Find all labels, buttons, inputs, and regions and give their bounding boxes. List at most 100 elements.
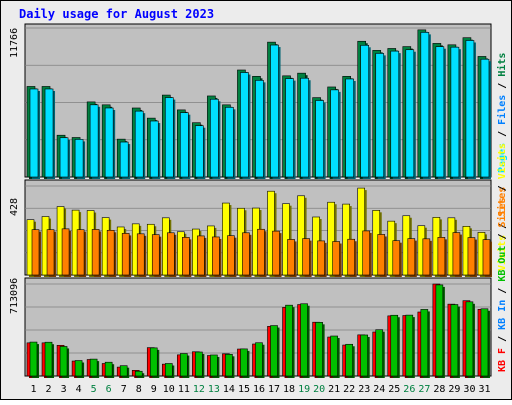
day-label-8: 8 — [136, 384, 142, 395]
bar-pages-day-3 — [59, 137, 71, 179]
bar-kb-in-day-21-face — [330, 335, 338, 377]
bar-sites-day-14-face — [227, 235, 235, 276]
bar-pages-day-16 — [255, 80, 266, 179]
bar-pages-day-13-face — [210, 98, 219, 178]
bar-kb-in-day-1-face — [29, 341, 38, 377]
bar-pages-day-10-face — [164, 97, 174, 178]
bar-sites-day-27-face — [422, 238, 431, 276]
bar-pages-day-11-face — [180, 112, 189, 178]
bar-sites-day-13 — [212, 236, 222, 277]
bar-pages-day-23-face — [360, 44, 370, 178]
bar-sites-day-8-face — [136, 233, 145, 276]
panel-hits-files-pages: 11766 Pages / Files / Hits — [9, 23, 508, 180]
bar-sites-day-21-face — [332, 241, 340, 276]
day-label-25: 25 — [388, 384, 400, 395]
day-label-6: 6 — [106, 384, 112, 395]
bar-pages-day-5 — [89, 104, 101, 179]
bar-pages-day-20-face — [315, 100, 324, 178]
bar-kb-in-day-23-face — [360, 334, 369, 377]
bar-sites-day-4-face — [76, 229, 85, 276]
bar-kb-in-day-17-face — [270, 325, 278, 377]
day-label-30: 30 — [463, 384, 475, 395]
bar-sites-day-30-face — [467, 237, 476, 276]
bar-sites-day-25-face — [392, 240, 401, 276]
bar-kb-in-day-8-face — [134, 370, 143, 377]
bar-pages-day-31 — [480, 58, 491, 179]
bar-pages-day-29-face — [450, 46, 460, 178]
bar-kb-in-day-31-face — [480, 308, 489, 377]
bar-kb-in-day-8 — [134, 370, 145, 378]
bar-kb-in-day-16 — [255, 342, 265, 378]
bar-sites-day-11-face — [182, 237, 190, 276]
bar-kb-in-day-30 — [465, 301, 475, 378]
bar-kb-in-day-22-face — [345, 343, 353, 377]
legend-part: / — [497, 227, 508, 239]
bar-kb-in-day-5 — [89, 358, 100, 378]
bar-sites-day-2-face — [46, 229, 55, 276]
bar-kb-in-day-14 — [225, 354, 235, 378]
bar-kb-in-day-1 — [29, 341, 39, 378]
bar-sites-day-22 — [347, 238, 357, 277]
day-label-3: 3 — [61, 384, 67, 395]
bar-pages-day-13 — [210, 98, 221, 179]
bar-pages-day-18 — [285, 78, 296, 179]
bar-sites-day-7-face — [121, 233, 130, 276]
bar-sites-day-23 — [362, 230, 372, 277]
day-label-16: 16 — [253, 384, 265, 395]
bar-pages-day-9 — [149, 120, 161, 179]
bar-pages-day-25 — [390, 50, 401, 179]
bar-pages-day-23 — [360, 44, 371, 179]
bar-kb-in-day-21 — [330, 335, 340, 378]
bar-kb-in-day-4 — [74, 360, 85, 378]
bar-pages-day-15-face — [240, 72, 249, 178]
bar-pages-day-9-face — [149, 120, 159, 178]
bar-sites-day-25 — [392, 240, 402, 277]
bar-sites-day-22-face — [347, 238, 355, 276]
day-label-5: 5 — [91, 384, 97, 395]
bar-sites-day-19-face — [302, 238, 310, 276]
bar-kb-in-day-29-face — [450, 304, 459, 377]
bar-kb-in-day-25-face — [390, 314, 399, 377]
bar-kb-in-day-18-face — [285, 304, 293, 377]
bar-kb-in-day-10-face — [164, 363, 173, 377]
bar-sites-day-28 — [437, 237, 447, 277]
panel-max-label: 11766 — [9, 28, 20, 58]
bar-kb-in-day-19 — [300, 303, 310, 378]
bar-pages-day-10 — [164, 97, 176, 179]
day-label-28: 28 — [433, 384, 445, 395]
bar-kb-in-day-19-face — [300, 303, 308, 377]
bar-pages-day-17 — [270, 44, 281, 180]
legend-part: / — [497, 217, 508, 229]
panel-kbin-kbout: 713096 KB F / KB In / KB Out / Sites / Vi… — [9, 143, 508, 378]
day-label-24: 24 — [373, 384, 385, 395]
bar-sites-day-11 — [182, 237, 192, 277]
legend-part: Files — [496, 89, 508, 125]
day-label-14: 14 — [223, 384, 235, 395]
legend-part: / — [497, 330, 508, 342]
day-label-21: 21 — [328, 384, 340, 395]
bar-pages-day-26 — [405, 49, 416, 179]
bar-kb-in-day-26 — [405, 314, 415, 378]
chart-title: Daily usage for August 2023 — [19, 7, 214, 21]
day-label-10: 10 — [163, 384, 175, 395]
bar-sites-day-18-face — [287, 239, 295, 276]
bar-kb-in-day-7 — [119, 365, 130, 378]
bar-pages-day-2 — [44, 88, 56, 179]
day-label-22: 22 — [343, 384, 355, 395]
bar-kb-in-day-6 — [104, 361, 115, 378]
day-label-27: 27 — [418, 384, 430, 395]
bar-sites-day-7 — [121, 233, 132, 277]
bar-pages-day-20 — [315, 100, 326, 179]
legend-part: Sites — [496, 191, 508, 227]
day-label-2: 2 — [46, 384, 52, 395]
day-label-7: 7 — [121, 384, 127, 395]
bar-pages-day-6 — [104, 107, 116, 179]
bar-pages-day-12 — [195, 125, 206, 179]
bar-kb-in-day-13 — [210, 354, 220, 378]
bar-kb-in-day-15-face — [240, 348, 248, 377]
bar-pages-day-2-face — [44, 88, 54, 178]
bar-kb-in-day-18 — [285, 304, 295, 378]
bar-sites-day-24-face — [377, 234, 386, 276]
